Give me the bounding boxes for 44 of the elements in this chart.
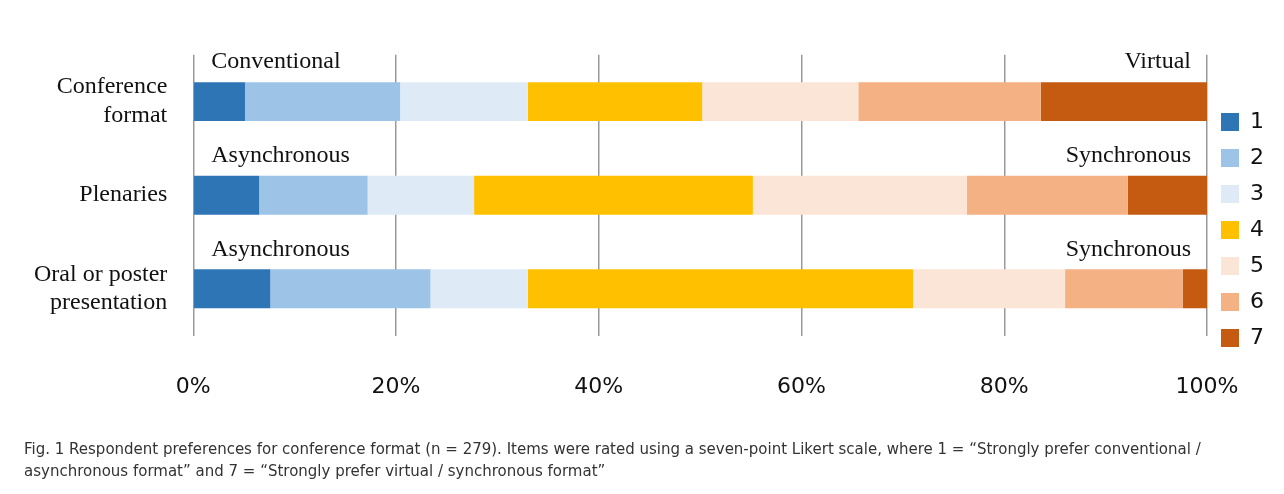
bar bbox=[1127, 175, 1207, 215]
legend-label: 4 bbox=[1250, 215, 1264, 241]
annotation: Conventional bbox=[211, 47, 341, 74]
bar bbox=[1182, 269, 1207, 309]
bar bbox=[1065, 269, 1183, 309]
bar bbox=[527, 82, 703, 122]
x-tick-label: 0% bbox=[175, 372, 211, 398]
legend-label: 2 bbox=[1250, 143, 1264, 169]
annotation: Asynchronous bbox=[211, 234, 350, 261]
bar bbox=[367, 175, 475, 215]
legend-label: 3 bbox=[1250, 179, 1264, 205]
legend-label: 6 bbox=[1250, 287, 1264, 313]
bar bbox=[194, 82, 245, 122]
legend-label: 7 bbox=[1250, 323, 1264, 349]
bar bbox=[400, 82, 528, 122]
annotation: Virtual bbox=[1124, 47, 1192, 74]
x-tick-label: 40% bbox=[574, 372, 624, 398]
x-tick-label: 100% bbox=[1175, 372, 1239, 398]
bar bbox=[752, 175, 967, 215]
bar bbox=[194, 269, 271, 309]
annotation: Synchronous bbox=[1065, 141, 1191, 168]
legend-label: 1 bbox=[1250, 107, 1264, 133]
annotation: Synchronous bbox=[1065, 234, 1191, 261]
annotation: Asynchronous bbox=[211, 141, 350, 168]
bar bbox=[244, 82, 401, 122]
x-tick-label: 60% bbox=[777, 372, 826, 398]
bar bbox=[430, 269, 528, 309]
bar bbox=[527, 269, 914, 309]
bar bbox=[913, 269, 1066, 309]
bar bbox=[270, 269, 431, 309]
bar bbox=[858, 82, 1041, 122]
bar bbox=[1040, 82, 1207, 122]
y-tick-label: Oral or poster presentation bbox=[33, 259, 168, 315]
y-tick-label: Plenaries bbox=[79, 180, 168, 207]
bar bbox=[259, 175, 368, 215]
bar bbox=[474, 175, 753, 215]
bar bbox=[194, 175, 260, 215]
caption: Fig. 1 Respondent preferences for conference format (n = 279). Items were rated using a seven-point Likert scale, where 1 = “Strongly prefer conventional / asynchronous format” and 7 = “Strongly prefer virtual / synchronous format” bbox=[24, 439, 1202, 482]
y-tick-label: Conference format bbox=[56, 72, 168, 128]
x-tick-label: 80% bbox=[979, 372, 1029, 398]
x-tick-label: 20% bbox=[371, 372, 421, 398]
bar bbox=[966, 175, 1128, 215]
legend-label: 5 bbox=[1250, 251, 1264, 277]
bar bbox=[702, 82, 859, 122]
